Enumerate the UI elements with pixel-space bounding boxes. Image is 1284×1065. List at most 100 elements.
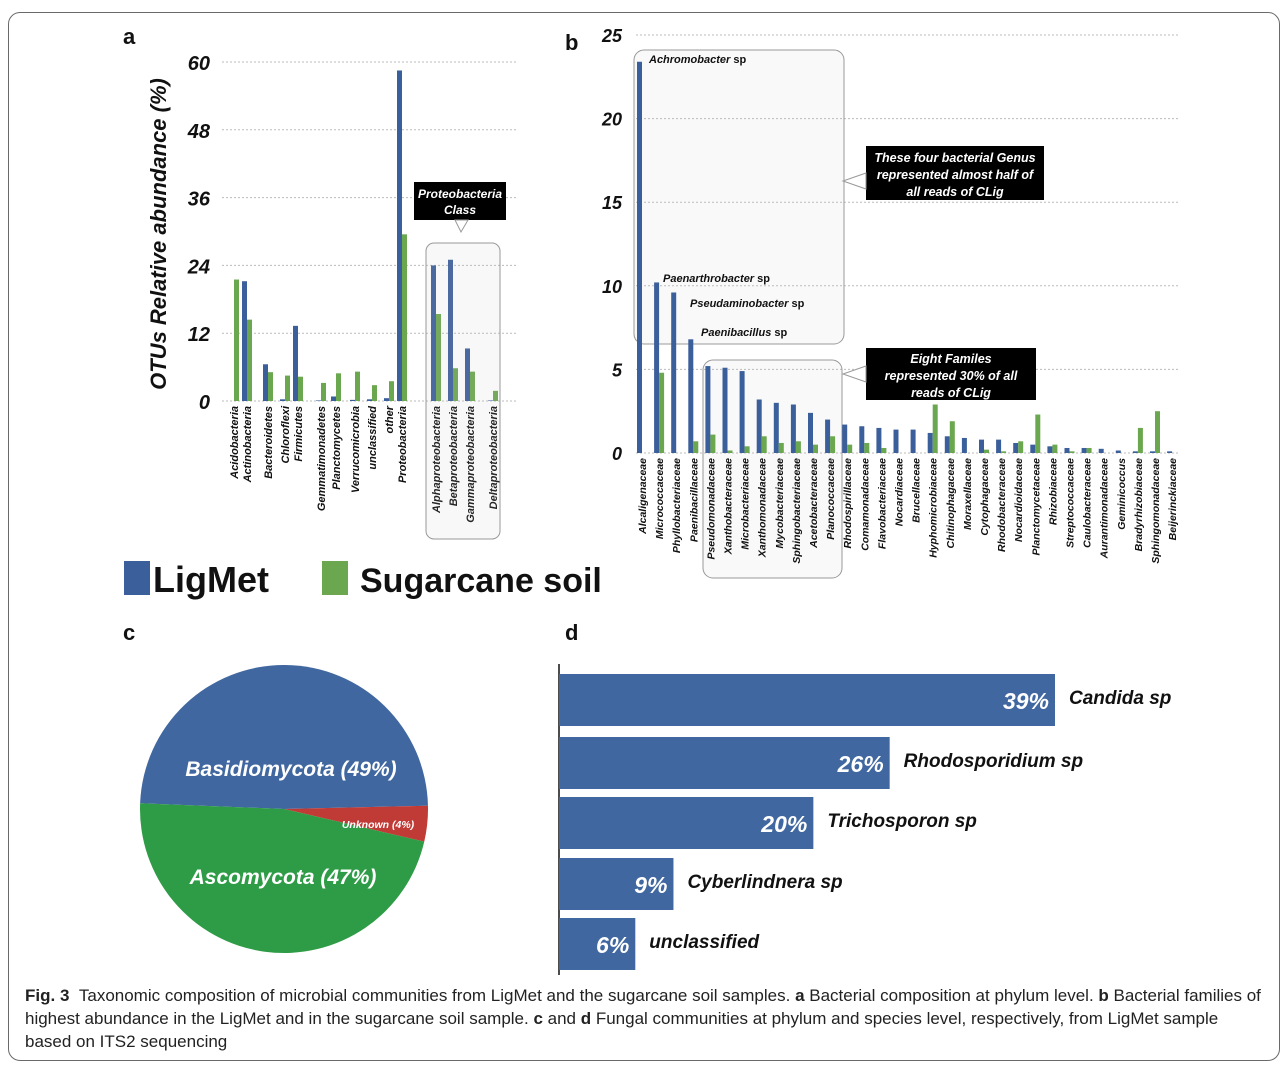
bar-fungal-species [559, 674, 1055, 726]
genus-callout-pointer [841, 172, 867, 190]
y-tick-label: 10 [602, 277, 622, 297]
y-tick-label: 24 [187, 256, 210, 278]
bar-annotation-paenarthrobacter: Paenarthrobacter sp [663, 273, 770, 285]
y-tick-label: 15 [602, 193, 623, 213]
x-tick-label: Planctomycetes [331, 406, 343, 490]
x-tick-label: Geminicoccus [1116, 458, 1128, 530]
y-tick-label: 20 [601, 110, 622, 130]
caption-text-4: and [542, 1009, 581, 1028]
bar-value-label: 26% [837, 751, 884, 777]
bar-sugarcane [436, 313, 441, 401]
x-tick-label: Beijerinckiaceae [1167, 458, 1179, 540]
pie-slice [140, 803, 425, 953]
y-axis-label: OTUs Relative abundance (%) [146, 78, 171, 390]
bar-ligmet [876, 427, 882, 453]
bar-annotation-pseudaminobacter: Pseudaminobacter sp [690, 298, 805, 310]
bar-category-label: Candida sp [1069, 688, 1171, 709]
bar-sugarcane [298, 376, 303, 401]
bar-ligmet [1132, 451, 1138, 453]
bar-sugarcane [389, 381, 394, 401]
caption-text-3: Bacterial families of highest abundance … [25, 986, 1261, 1028]
genus-callout-line: represented almost half of [877, 168, 1035, 182]
families-callout-line: Eight Familes [910, 352, 991, 366]
panel-label-a: a [123, 24, 136, 49]
families-callout-line: represented 30% of all [885, 369, 1018, 383]
x-tick-label: Alcaligenaceae [637, 458, 649, 535]
bar-ligmet [637, 61, 642, 453]
x-tick-label: Flavobacteriaceae [876, 458, 888, 549]
pie-slice [140, 665, 428, 809]
genus-name: Paenarthrobacter [663, 273, 755, 285]
x-tick-label: Micrococcaceae [654, 458, 666, 539]
bar-ligmet [1081, 447, 1087, 453]
bar-sugarcane [247, 319, 252, 401]
bar-ligmet [1064, 447, 1070, 453]
bar-value-label: 9% [634, 872, 667, 898]
legend-label-sugarcane: Sugarcane soil [360, 562, 602, 600]
genus-highlight-box [633, 49, 845, 345]
x-tick-label: Bradyrhizobiaceae [1133, 458, 1145, 552]
bar-sugarcane [336, 373, 341, 401]
families-callout-pointer [841, 365, 867, 383]
bar-ligmet [1098, 448, 1104, 453]
bar-sugarcane [453, 368, 458, 401]
x-tick-label: Xanthobacteraceae [723, 458, 735, 555]
x-tick-label: Hyphomicrobiaceae [928, 458, 940, 558]
bar-ligmet [431, 265, 436, 401]
bar-sugarcane [949, 421, 955, 453]
x-tick-label: Nocardiaceae [894, 458, 906, 526]
x-tick-label: Caulobacteraceae [1082, 458, 1094, 548]
bar-ligmet [465, 348, 470, 401]
bar-ligmet [367, 399, 372, 401]
bar-ligmet [808, 412, 813, 453]
panel-c-pie: Basidiomycota (49%) Unknown (4%) Ascomycot… [140, 665, 428, 953]
bar-sugarcane [355, 371, 360, 401]
x-tick-label: Cytophagaceae [979, 458, 991, 536]
bar-fungal-species [559, 737, 890, 789]
bar-ligmet [242, 281, 247, 401]
bar-fungal-species [559, 918, 636, 970]
x-tick-label: Sphingobacteriaceae [791, 458, 803, 564]
x-tick-label: Xanthomonadaceae [757, 458, 769, 558]
x-tick-label: Gemmatimonadetes [316, 406, 328, 511]
x-tick-label: Rhodobacteraceae [996, 458, 1008, 552]
bar-sugarcane [372, 385, 377, 401]
legend-label-ligmet: LigMet [153, 559, 269, 600]
bar-ligmet [688, 339, 694, 453]
bar-ligmet [790, 404, 796, 453]
caption-text-2: Bacterial composition at phylum level. [804, 986, 1099, 1005]
genus-name: Achromobacter [648, 54, 731, 66]
bar-sugarcane [864, 442, 870, 453]
x-tick-label: Alphaproteobacteria [431, 406, 443, 514]
x-tick-label: Mycobacteriaceae [774, 458, 786, 549]
y-tick-label: 5 [612, 360, 623, 380]
bar-ligmet [825, 419, 831, 453]
genus-callout-line: all reads of CLig [906, 185, 1004, 199]
bar-fungal-species [559, 797, 814, 849]
bar-sugarcane [795, 441, 801, 453]
legend-swatch-ligmet [124, 561, 150, 595]
panel-label-d: d [565, 620, 578, 645]
bar-ligmet [280, 399, 285, 401]
bar-sugarcane [761, 436, 767, 453]
annotation-line-2: Class [444, 203, 476, 217]
x-tick-label: Comamonadaceae [859, 458, 871, 551]
figure-caption: Fig. 3 Taxonomic composition of microbia… [25, 984, 1265, 1053]
x-tick-label: Acetobacteraceae [808, 458, 820, 549]
bar-ligmet [944, 436, 950, 453]
bar-ligmet [384, 398, 389, 401]
pie-label-basidiomycota: Basidiomycota (49%) [185, 758, 396, 781]
x-tick-label: Chloroflexi [280, 405, 292, 463]
figure-canvas: a b c d OTUs Relative abundance (%) 0 12 2… [123, 24, 1180, 975]
bar-ligmet [961, 437, 967, 453]
x-tick-label: Microbacteriaceae [740, 458, 752, 550]
bar-ligmet [488, 400, 493, 401]
bar-sugarcane [234, 279, 239, 401]
bar-sugarcane [470, 371, 475, 401]
species-suffix: sp [754, 273, 770, 285]
bar-sugarcane [744, 446, 750, 453]
annotation-box [414, 182, 506, 220]
caption-ref-c: c [533, 1009, 543, 1028]
bar-sugarcane [1086, 447, 1092, 453]
bar-ligmet [722, 367, 728, 453]
